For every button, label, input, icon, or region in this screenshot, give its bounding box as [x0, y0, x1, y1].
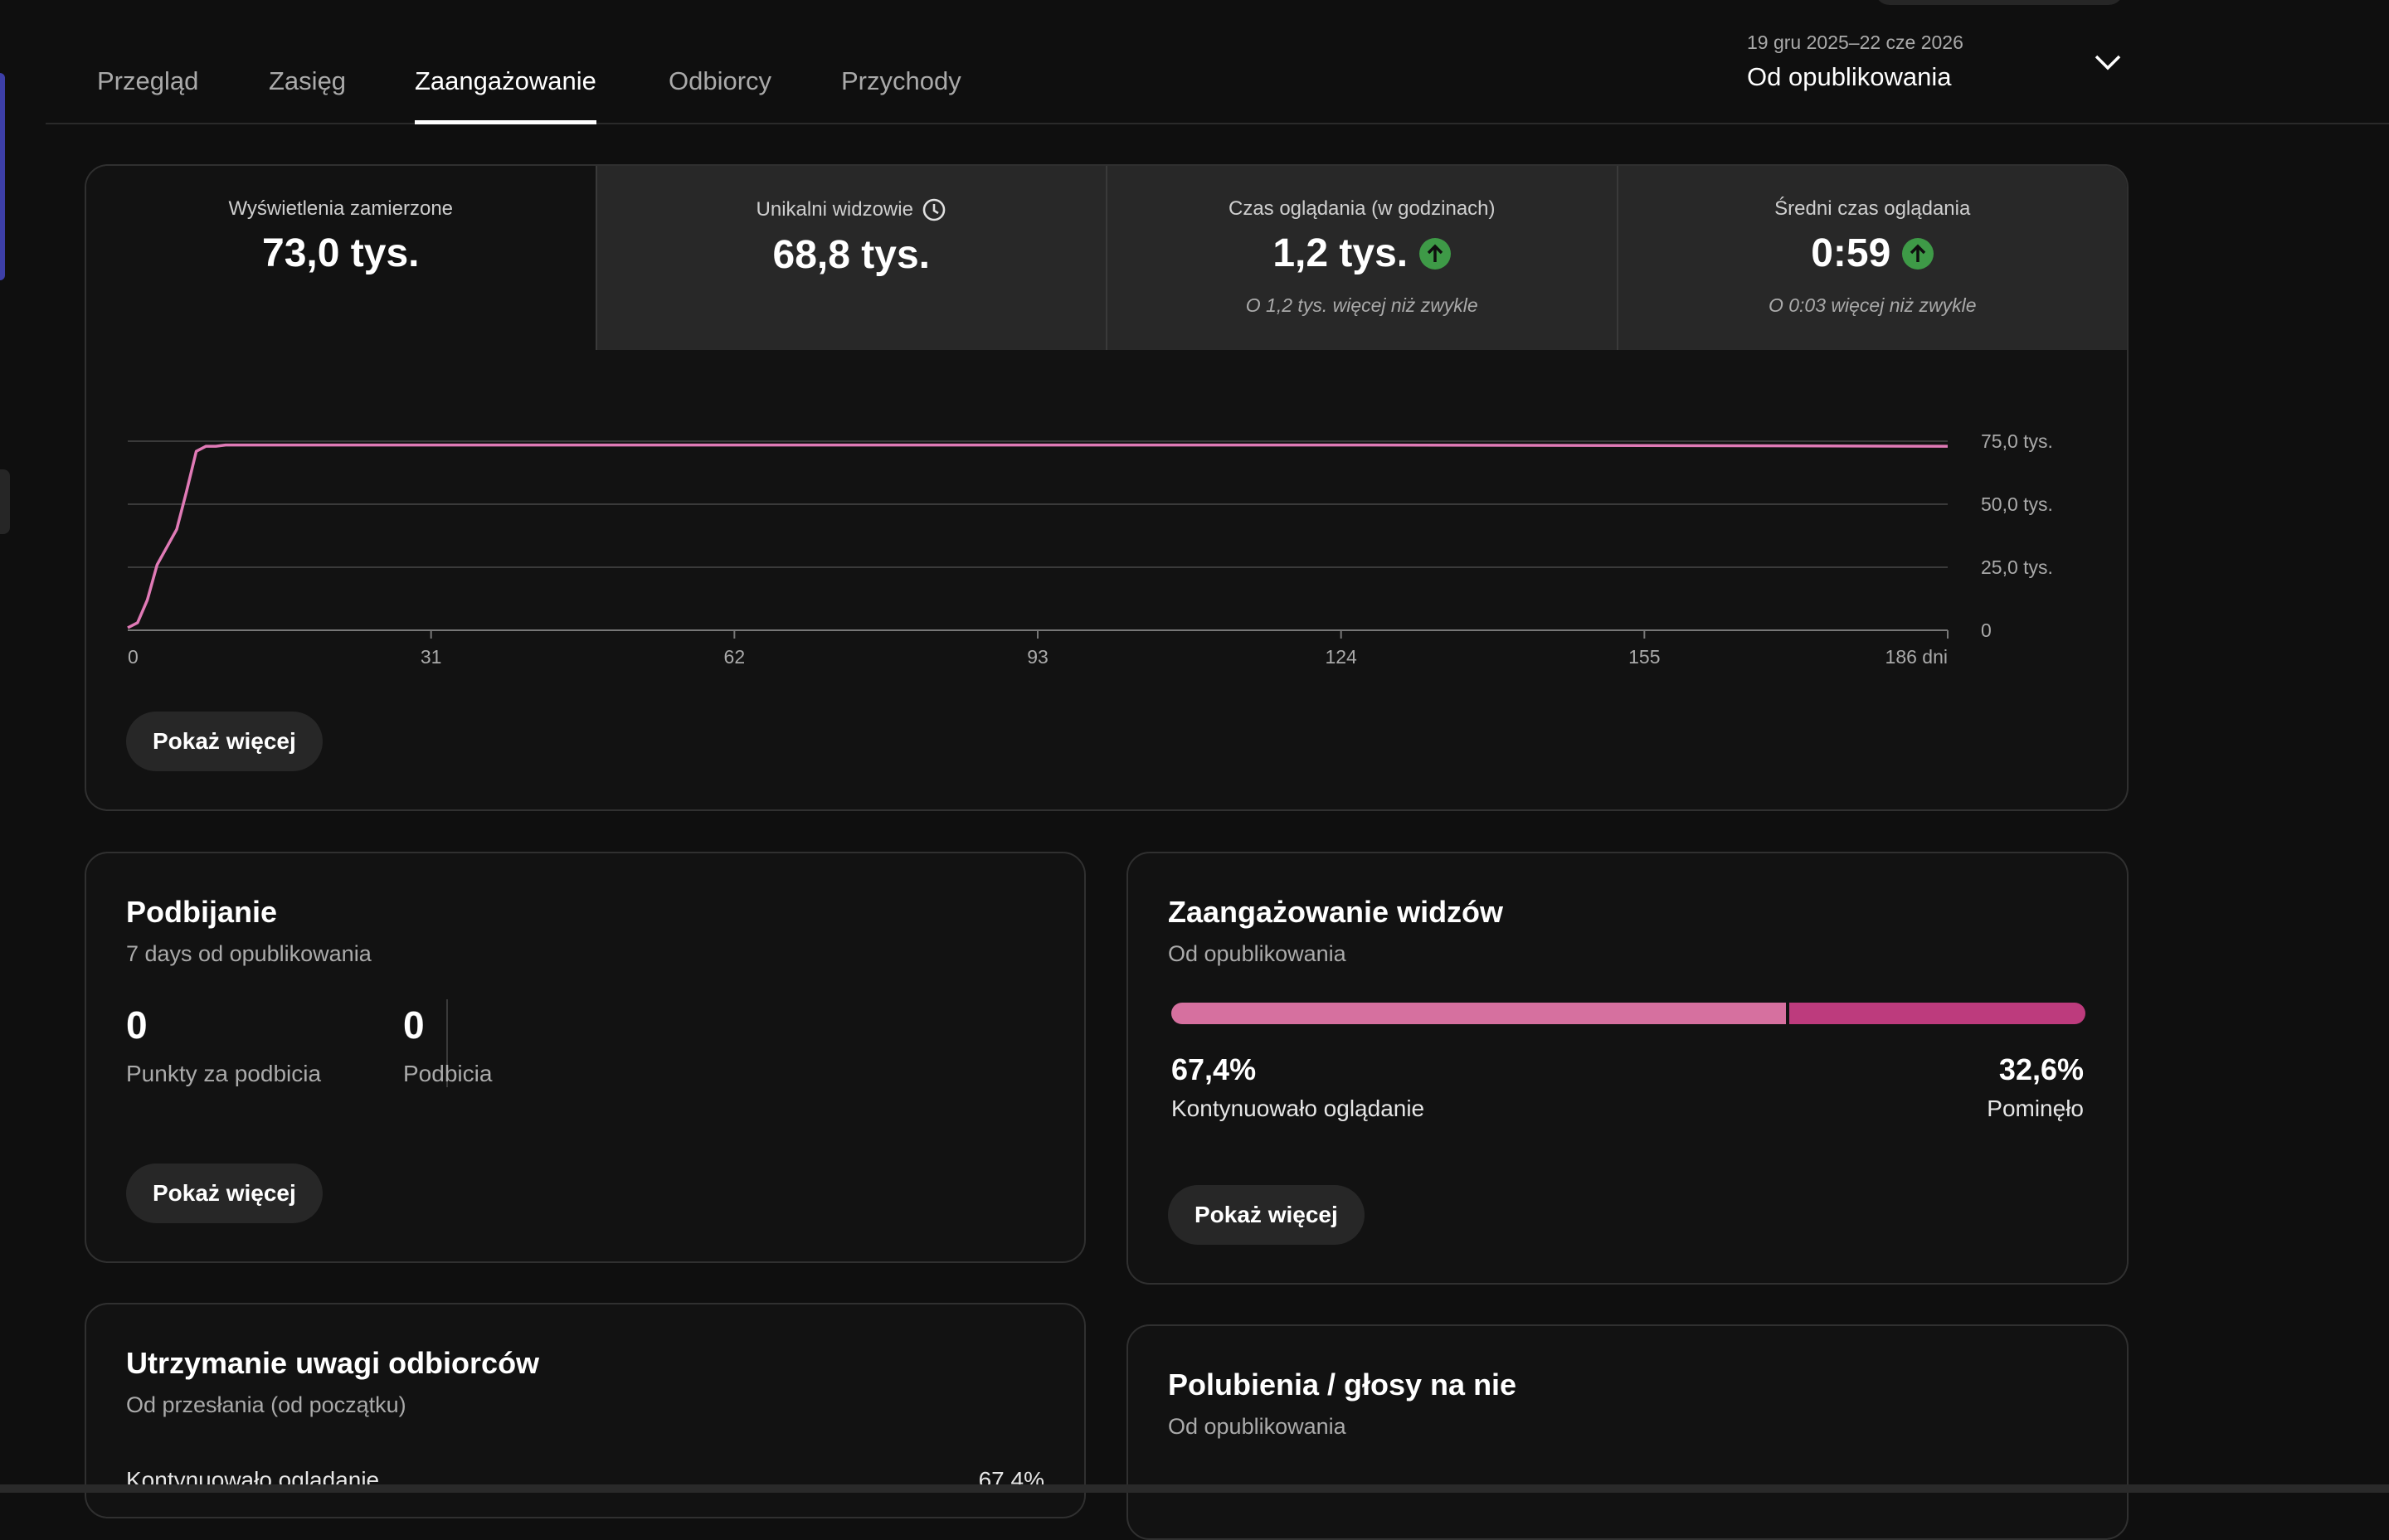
audience-retention-card: Utrzymanie uwagi odbiorców Od przesłania…: [85, 1303, 1086, 1518]
show-more-button[interactable]: Pokaż więcej: [126, 712, 323, 771]
show-more-button[interactable]: Pokaż więcej: [1168, 1185, 1365, 1245]
y-tick-label: 0: [1981, 619, 1992, 641]
continued-label: Kontynuowało oglądanie: [1171, 1095, 1425, 1121]
tab-reach[interactable]: Zasięg: [269, 66, 347, 95]
metric-value: 0:59: [1811, 231, 1891, 275]
x-tick-label: 124: [1325, 646, 1357, 668]
x-tick-label: 186 dni: [1885, 646, 1948, 668]
metric-unique-viewers[interactable]: Unikalni widzowie 68,8 tys.: [595, 166, 1106, 350]
skipped-segment: [1788, 1003, 2085, 1024]
bottom-scrollbar[interactable]: [0, 1484, 2389, 1493]
card-subtitle: Od opublikowania: [1168, 1414, 1346, 1439]
metric-label: Czas oglądania (w godzinach): [1228, 197, 1496, 220]
arrow-up-icon: [1419, 237, 1452, 270]
continued-percent: 67,4%: [1171, 1052, 1257, 1086]
metric-label: Średni czas oglądania: [1774, 197, 1971, 220]
tab-bar: Przegląd Zasięg Zaangażowanie Odbiorcy P…: [46, 0, 2389, 124]
date-range-selector[interactable]: 19 gru 2025–22 cze 2026 Od opublikowania: [1747, 32, 2129, 100]
sidebar-edge-tab[interactable]: [0, 469, 10, 534]
series-line: [127, 443, 1949, 629]
skipped-percent: 32,6%: [1998, 1052, 2084, 1086]
tab-overview[interactable]: Przegląd: [97, 66, 199, 95]
metric-label: Wyświetlenia zamierzone: [228, 197, 454, 220]
engagement-bar: [1171, 1001, 2085, 1026]
boosts-label: Podbicia: [403, 1061, 493, 1086]
x-tick-label: 62: [724, 646, 746, 668]
card-subtitle: Od opublikowania: [1168, 941, 1346, 966]
viewer-engagement-card: Zaangażowanie widzów Od opublikowania 67…: [1126, 852, 2129, 1285]
metric-tabs: Wyświetlenia zamierzone 73,0 tys. Unikal…: [86, 166, 2127, 350]
date-range-dates: 19 gru 2025–22 cze 2026: [1747, 32, 1963, 53]
top-pill-button[interactable]: [1875, 0, 2124, 5]
x-tick-label: 31: [421, 646, 442, 668]
metric-value: 1,2 tys.: [1272, 231, 1409, 275]
engagement-metrics-card: Wyświetlenia zamierzone 73,0 tys. Unikal…: [85, 164, 2129, 811]
bar-separator: [1786, 1001, 1789, 1026]
boost-points-value: 0: [126, 1003, 148, 1047]
y-tick-label: 75,0 tys.: [1981, 430, 2053, 452]
skipped-label: Pominęło: [1987, 1095, 2084, 1121]
x-tick-label: 155: [1628, 646, 1660, 668]
tab-revenue[interactable]: Przychody: [841, 66, 961, 95]
x-tick-label: 93: [1027, 646, 1049, 668]
date-range-label: Od opublikowania: [1747, 62, 1952, 91]
card-title: Podbijanie: [126, 895, 278, 929]
metric-note: O 0:03 więcej niż zwykle: [1768, 294, 1977, 316]
y-tick-label: 25,0 tys.: [1981, 556, 2053, 578]
boosts-value: 0: [403, 1003, 425, 1047]
boost-points-label: Punkty za podbicia: [126, 1061, 322, 1086]
x-tick-label: 0: [128, 646, 139, 668]
card-title: Polubienia / głosy na nie: [1168, 1368, 1517, 1402]
chevron-down-icon: [2095, 55, 2121, 70]
arrow-up-icon: [1902, 237, 1934, 270]
boost-card: Podbijanie 7 days od opublikowania 0 Pun…: [85, 852, 1086, 1263]
metric-note: O 1,2 tys. więcej niż zwykle: [1245, 294, 1478, 316]
card-subtitle: 7 days od opublikowania: [126, 941, 372, 966]
card-title: Utrzymanie uwagi odbiorców: [126, 1346, 540, 1380]
continued-segment: [1171, 1003, 1788, 1024]
show-more-button[interactable]: Pokaż więcej: [126, 1164, 323, 1223]
tab-audience[interactable]: Odbiorcy: [669, 66, 772, 95]
y-tick-label: 50,0 tys.: [1981, 493, 2053, 515]
metric-label: Unikalni widzowie: [756, 198, 913, 221]
sidebar-edge-accent: [0, 73, 5, 280]
metric-value: 68,8 tys.: [772, 233, 930, 277]
line-chart: 0 25,0 tys. 50,0 tys. 75,0 tys. 0 31 62 93 124 15…: [127, 430, 2053, 668]
card-subtitle: Od przesłania (od początku): [126, 1392, 406, 1417]
metric-value: 73,0 tys.: [262, 231, 420, 275]
likes-dislikes-card: Polubienia / głosy na nie Od opublikowan…: [1126, 1324, 2129, 1540]
card-title: Zaangażowanie widzów: [1168, 895, 1504, 929]
tab-engagement[interactable]: Zaangażowanie: [415, 66, 596, 124]
divider: [446, 999, 448, 1087]
clock-icon: [922, 198, 946, 221]
metric-watch-time[interactable]: Czas oglądania (w godzinach) 1,2 tys. O …: [1106, 166, 1617, 350]
metric-avg-view-duration[interactable]: Średni czas oglądania 0:59 O 0:03 więcej…: [1616, 166, 2127, 350]
metric-engaged-views[interactable]: Wyświetlenia zamierzone 73,0 tys.: [86, 166, 596, 350]
